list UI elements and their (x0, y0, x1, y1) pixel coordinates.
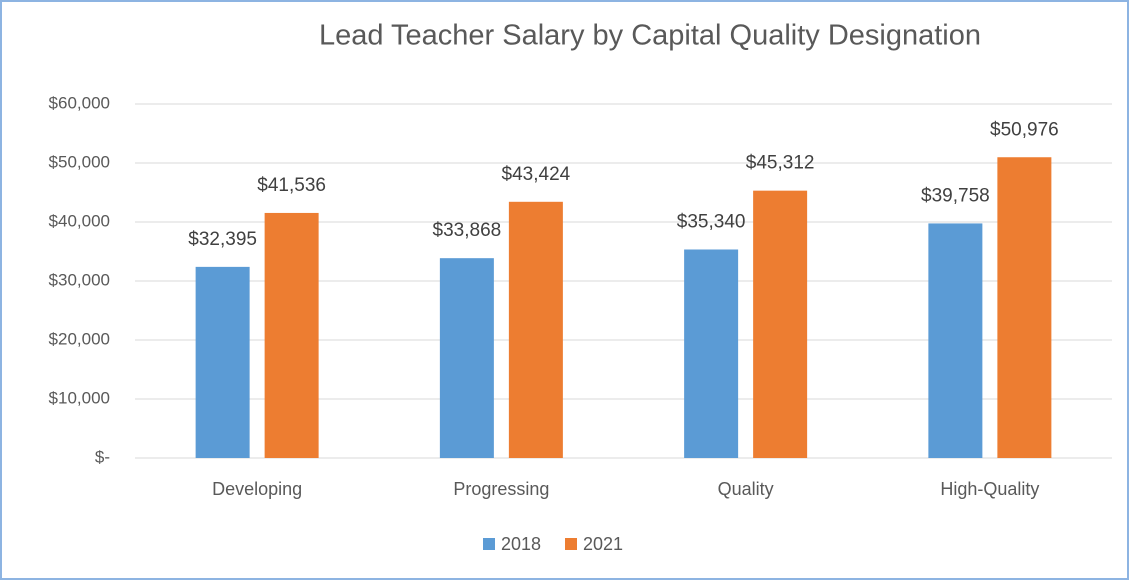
bar (508, 201, 563, 458)
x-tick-label: High-Quality (940, 479, 1039, 499)
data-label: $33,868 (433, 220, 502, 241)
data-label: $50,976 (990, 119, 1059, 140)
y-tick-label: $50,000 (49, 152, 110, 171)
data-label: $43,424 (502, 164, 571, 185)
y-tick-label: $60,000 (49, 93, 110, 112)
y-tick-label: $- (95, 447, 110, 466)
y-tick-label: $40,000 (49, 211, 110, 230)
data-label: $39,758 (921, 185, 990, 206)
bar (928, 223, 983, 458)
bar (753, 190, 808, 459)
legend-label: 2021 (583, 534, 623, 554)
bar (684, 249, 739, 458)
data-label: $32,395 (188, 229, 257, 250)
x-tick-label: Developing (212, 479, 302, 499)
bar (264, 212, 319, 458)
y-tick-label: $10,000 (49, 388, 110, 407)
bar (195, 266, 250, 458)
legend-label: 2018 (501, 534, 541, 554)
data-label: $41,536 (257, 175, 326, 196)
chart-title: Lead Teacher Salary by Capital Quality D… (319, 20, 981, 52)
legend-swatch (565, 538, 577, 550)
bar (997, 157, 1052, 459)
bar (439, 258, 494, 458)
x-tick-label: Quality (718, 479, 774, 499)
data-label: $45,312 (746, 153, 815, 174)
y-tick-label: $30,000 (49, 270, 110, 289)
legend-swatch (483, 538, 495, 550)
x-tick-label: Progressing (453, 479, 549, 499)
data-label: $35,340 (677, 212, 746, 233)
y-tick-label: $20,000 (49, 329, 110, 348)
